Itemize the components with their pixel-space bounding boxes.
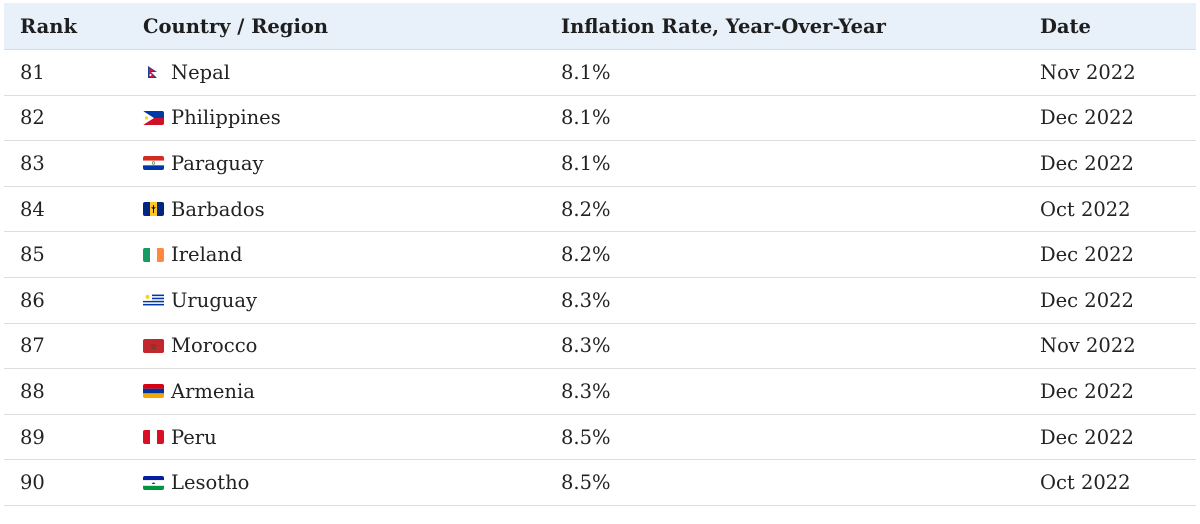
table-row: 87 Morocco 8.3% Nov 2022 bbox=[4, 324, 1196, 370]
country-name[interactable]: Paraguay bbox=[171, 151, 264, 175]
inflation-rate-cell: 8.1% bbox=[561, 60, 611, 84]
table-row: 85 Ireland 8.2% Dec 2022 bbox=[4, 232, 1196, 278]
uruguay-flag-icon bbox=[143, 293, 164, 308]
country-cell: Armenia bbox=[124, 380, 542, 403]
table-row: 89 Peru 8.5% Dec 2022 bbox=[4, 415, 1196, 461]
table-row: 90 Lesotho 8.5% Oct 2022 bbox=[4, 460, 1196, 506]
table-header: Rank Country / Region Inflation Rate, Ye… bbox=[4, 3, 1196, 50]
inflation-rate-cell: 8.1% bbox=[561, 106, 611, 130]
country-name[interactable]: Barbados bbox=[171, 197, 265, 221]
paraguay-flag-icon bbox=[143, 156, 164, 171]
country-cell: Nepal bbox=[124, 61, 542, 84]
inflation-rate-cell: 8.5% bbox=[561, 471, 611, 495]
date-cell: Nov 2022 bbox=[1040, 60, 1136, 84]
country-name[interactable]: Uruguay bbox=[171, 288, 257, 312]
date-cell: Oct 2022 bbox=[1040, 471, 1131, 495]
header-date[interactable]: Date bbox=[1040, 14, 1091, 38]
date-cell: Dec 2022 bbox=[1040, 425, 1134, 449]
country-name[interactable]: Philippines bbox=[171, 106, 281, 130]
country-name[interactable]: Ireland bbox=[171, 243, 243, 267]
table-row: 81 Nepal 8.1% Nov 2022 bbox=[4, 50, 1196, 96]
country-name[interactable]: Morocco bbox=[171, 334, 258, 358]
rank-cell: 90 bbox=[20, 471, 45, 495]
date-cell: Dec 2022 bbox=[1040, 106, 1134, 130]
table-row: 82 Philippines 8.1% Dec 2022 bbox=[4, 96, 1196, 142]
table-row: 83 Paraguay 8.1% Dec 2022 bbox=[4, 141, 1196, 187]
header-inflation-rate[interactable]: Inflation Rate, Year-Over-Year bbox=[561, 14, 886, 38]
philippines-flag-icon bbox=[143, 110, 164, 125]
country-name[interactable]: Armenia bbox=[171, 379, 255, 403]
country-cell: Peru bbox=[124, 426, 542, 449]
date-cell: Dec 2022 bbox=[1040, 243, 1134, 267]
armenia-flag-icon bbox=[143, 384, 164, 399]
table-row: 88 Armenia 8.3% Dec 2022 bbox=[4, 369, 1196, 415]
rank-cell: 84 bbox=[20, 197, 45, 221]
barbados-flag-icon bbox=[143, 202, 164, 217]
inflation-rate-cell: 8.3% bbox=[561, 379, 611, 403]
country-cell: Paraguay bbox=[124, 152, 542, 175]
rank-cell: 86 bbox=[20, 288, 45, 312]
inflation-rate-cell: 8.3% bbox=[561, 288, 611, 312]
header-rank[interactable]: Rank bbox=[20, 14, 77, 38]
country-cell: Philippines bbox=[124, 106, 542, 129]
header-country[interactable]: Country / Region bbox=[143, 14, 329, 38]
inflation-rate-cell: 8.2% bbox=[561, 243, 611, 267]
rank-cell: 88 bbox=[20, 379, 45, 403]
rank-cell: 81 bbox=[20, 60, 45, 84]
morocco-flag-icon bbox=[143, 338, 164, 353]
country-name[interactable]: Nepal bbox=[171, 60, 230, 84]
ireland-flag-icon bbox=[143, 247, 164, 262]
inflation-rate-cell: 8.1% bbox=[561, 151, 611, 175]
inflation-rate-cell: 8.3% bbox=[561, 334, 611, 358]
inflation-table: Rank Country / Region Inflation Rate, Ye… bbox=[4, 3, 1196, 506]
table-row: 86 Uruguay 8.3% Dec 2022 bbox=[4, 278, 1196, 324]
rank-cell: 82 bbox=[20, 106, 45, 130]
country-cell: Barbados bbox=[124, 198, 542, 221]
country-cell: Morocco bbox=[124, 334, 542, 357]
country-cell: Lesotho bbox=[124, 471, 542, 494]
table-row: 84 Barbados 8.2% Oct 2022 bbox=[4, 187, 1196, 233]
rank-cell: 89 bbox=[20, 425, 45, 449]
rank-cell: 85 bbox=[20, 243, 45, 267]
lesotho-flag-icon bbox=[143, 475, 164, 490]
nepal-flag-icon bbox=[143, 65, 164, 80]
table-body: 81 Nepal 8.1% Nov 2022 82 Philippines 8.1% Dec … bbox=[4, 50, 1196, 506]
rank-cell: 83 bbox=[20, 151, 45, 175]
inflation-rate-cell: 8.5% bbox=[561, 425, 611, 449]
rank-cell: 87 bbox=[20, 334, 45, 358]
country-cell: Uruguay bbox=[124, 289, 542, 312]
date-cell: Dec 2022 bbox=[1040, 288, 1134, 312]
inflation-rate-cell: 8.2% bbox=[561, 197, 611, 221]
peru-flag-icon bbox=[143, 430, 164, 445]
date-cell: Nov 2022 bbox=[1040, 334, 1136, 358]
date-cell: Dec 2022 bbox=[1040, 379, 1134, 403]
date-cell: Oct 2022 bbox=[1040, 197, 1131, 221]
country-name[interactable]: Lesotho bbox=[171, 471, 250, 495]
country-name[interactable]: Peru bbox=[171, 425, 217, 449]
country-cell: Ireland bbox=[124, 243, 542, 266]
date-cell: Dec 2022 bbox=[1040, 151, 1134, 175]
